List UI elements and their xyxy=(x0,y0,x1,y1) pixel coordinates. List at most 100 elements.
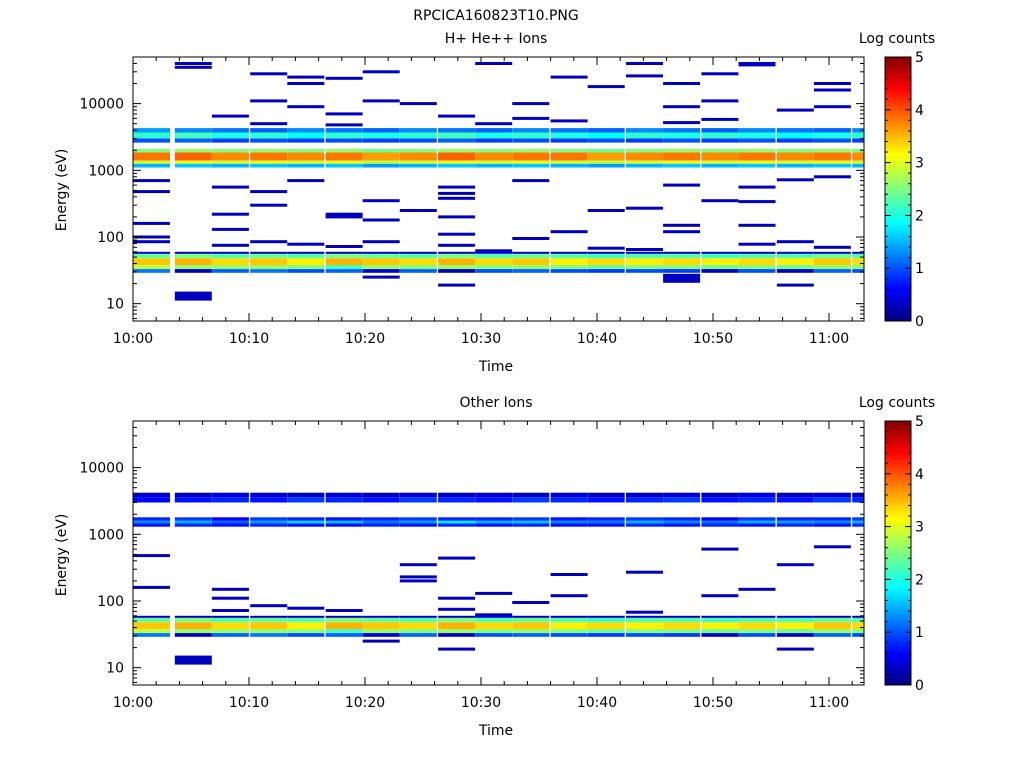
heatmap-cell xyxy=(626,517,663,521)
heatmap-cell xyxy=(512,160,550,164)
heatmap-cell xyxy=(738,160,776,164)
heatmap-cell xyxy=(776,258,814,266)
heatmap-cell xyxy=(325,269,363,273)
x-tick-label: 10:50 xyxy=(693,695,733,711)
heatmap-cell xyxy=(587,615,625,618)
heatmap-cell xyxy=(550,497,588,503)
heatmap-cell xyxy=(133,520,170,524)
heatmap-cell xyxy=(325,112,363,116)
heatmap-cell xyxy=(550,622,588,630)
heatmap-cell xyxy=(663,497,701,503)
heatmap-cell xyxy=(475,520,513,524)
heatmap-cell xyxy=(512,492,550,498)
heatmap-cell xyxy=(174,258,212,266)
heatmap-cell xyxy=(813,105,851,109)
heatmap-cell xyxy=(626,253,663,259)
heatmap-cell xyxy=(438,132,476,139)
heatmap-cell xyxy=(738,265,776,270)
heatmap-cell xyxy=(325,520,363,524)
heatmap-cell xyxy=(550,265,588,270)
heatmap-cell xyxy=(250,163,288,168)
heatmap-cell xyxy=(174,132,212,139)
heatmap-cell xyxy=(211,497,249,503)
heatmap-cell xyxy=(211,160,249,164)
heatmap-cell xyxy=(587,138,625,143)
heatmap-cell xyxy=(626,258,663,266)
heatmap-cell xyxy=(663,251,701,254)
heatmap-cell xyxy=(133,138,170,143)
colorbar-tick-label: 1 xyxy=(915,625,924,641)
panel-bottom-title: Other Ions xyxy=(459,395,532,411)
heatmap-cell xyxy=(211,163,249,168)
heatmap-cell xyxy=(362,148,400,153)
heatmap-cell xyxy=(211,258,249,266)
heatmap-cell xyxy=(133,152,170,161)
heatmap-cell xyxy=(852,523,864,527)
heatmap-cell xyxy=(738,253,776,259)
heatmap-cell xyxy=(813,265,851,270)
heatmap-cell xyxy=(512,148,550,153)
heatmap-cell xyxy=(250,190,288,194)
heatmap-cell xyxy=(362,497,400,503)
heatmap-cell xyxy=(738,523,776,527)
heatmap-cell xyxy=(626,633,663,637)
heatmap-cell xyxy=(211,253,249,259)
heatmap-cell xyxy=(852,492,864,498)
heatmap-cell xyxy=(250,633,288,637)
heatmap-cell xyxy=(475,613,513,617)
heatmap-cell xyxy=(813,253,851,259)
heatmap-cell xyxy=(325,152,363,161)
heatmap-cell xyxy=(438,269,476,273)
heatmap-cell xyxy=(287,615,325,618)
colorbar-tick-label: 4 xyxy=(915,103,924,119)
panel-bottom-colorbar xyxy=(884,420,912,686)
heatmap-cell xyxy=(211,517,249,521)
heatmap-cell xyxy=(550,163,588,168)
heatmap-cell xyxy=(133,160,170,164)
heatmap-cell xyxy=(587,617,625,623)
heatmap-cell xyxy=(701,199,739,203)
heatmap-cell xyxy=(813,523,851,527)
colorbar-tick-label: 5 xyxy=(915,50,924,66)
heatmap-cell xyxy=(852,629,864,634)
heatmap-cell xyxy=(287,160,325,164)
heatmap-cell xyxy=(550,594,588,598)
heatmap-cell xyxy=(438,647,476,651)
heatmap-cell xyxy=(550,573,588,576)
heatmap-cell xyxy=(626,152,663,161)
heatmap-cell xyxy=(663,273,701,283)
heatmap-cell xyxy=(663,121,701,125)
heatmap-cell xyxy=(587,265,625,270)
heatmap-cell xyxy=(852,633,864,637)
heatmap-cell xyxy=(287,497,325,503)
heatmap-cell xyxy=(550,75,588,79)
heatmap-cell xyxy=(362,160,400,164)
heatmap-cell xyxy=(325,633,363,637)
heatmap-cell xyxy=(325,128,363,133)
heatmap-cell xyxy=(438,607,476,611)
heatmap-cell xyxy=(776,615,814,618)
heatmap-cell xyxy=(587,520,625,524)
heatmap-cell xyxy=(701,251,739,254)
heatmap-cell xyxy=(399,160,437,164)
x-tick-label: 10:50 xyxy=(693,331,733,347)
heatmap-cell xyxy=(399,269,437,273)
heatmap-cell xyxy=(399,615,437,618)
heatmap-cell xyxy=(587,523,625,527)
heatmap-cell xyxy=(550,160,588,164)
colorbar-tick-label: 2 xyxy=(915,208,924,224)
heatmap-cell xyxy=(776,128,814,133)
heatmap-cell xyxy=(852,138,864,143)
heatmap-cell xyxy=(174,617,212,623)
heatmap-cell xyxy=(250,240,288,244)
heatmap-cell xyxy=(174,265,212,270)
heatmap-cell xyxy=(813,82,851,85)
heatmap-cell xyxy=(512,520,550,524)
heatmap-cell xyxy=(701,629,739,634)
panel-top-y-axis-label: Energy (eV) xyxy=(54,149,70,232)
heatmap-cell xyxy=(626,497,663,503)
heatmap-cell xyxy=(438,243,476,247)
heatmap-cell xyxy=(438,128,476,133)
colorbar-tick-label: 3 xyxy=(915,156,924,172)
